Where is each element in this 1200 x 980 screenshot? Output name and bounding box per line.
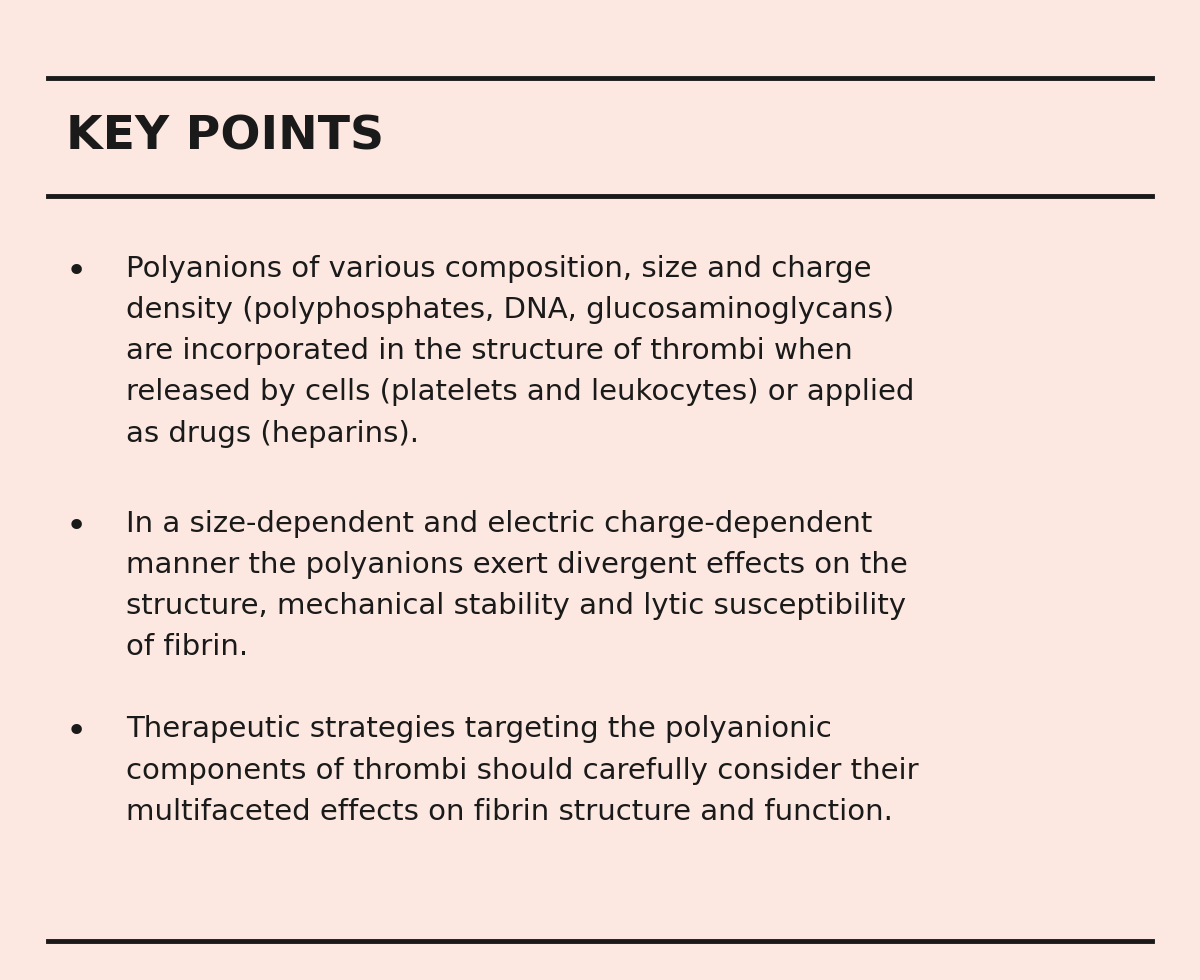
Text: In a size-dependent and electric charge-dependent
manner the polyanions exert di: In a size-dependent and electric charge-…	[126, 510, 907, 662]
Text: Therapeutic strategies targeting the polyanionic
components of thrombi should ca: Therapeutic strategies targeting the pol…	[126, 715, 919, 826]
Text: •: •	[66, 510, 88, 544]
Text: •: •	[66, 715, 88, 750]
Text: KEY POINTS: KEY POINTS	[66, 115, 384, 160]
Text: Polyanions of various composition, size and charge
density (polyphosphates, DNA,: Polyanions of various composition, size …	[126, 255, 914, 448]
Text: •: •	[66, 255, 88, 289]
